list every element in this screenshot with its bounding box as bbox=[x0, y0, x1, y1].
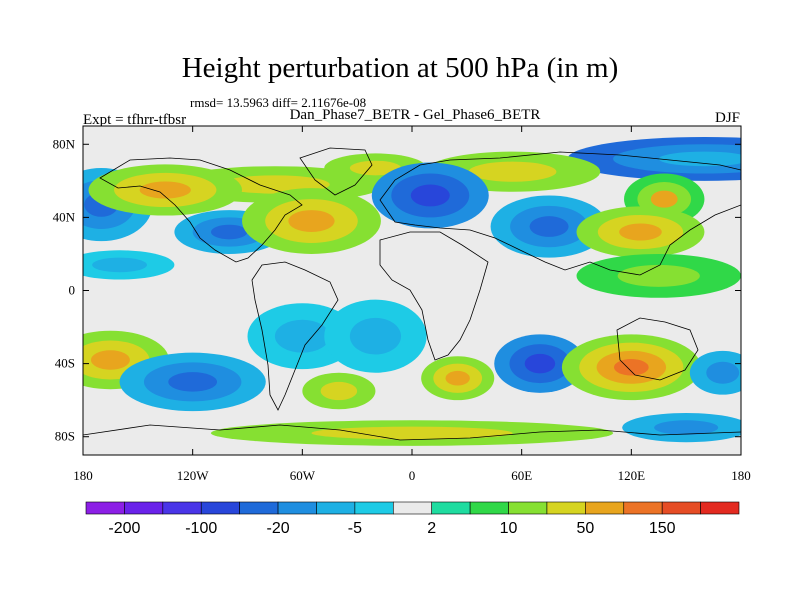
colorbar-swatch bbox=[623, 501, 663, 515]
contour-level bbox=[311, 426, 513, 440]
x-tick-label: 120E bbox=[618, 468, 646, 483]
y-tick-label: 80N bbox=[53, 136, 76, 151]
axis-ticks: 180 120W 60W 0 60E 120E 180 80N 40N 0 40S 80S bbox=[53, 126, 751, 483]
contour-level bbox=[706, 361, 740, 384]
eurasia-coastline bbox=[379, 151, 741, 276]
colorbar: -200 -100 -20 -5 2 10 50 150 bbox=[85, 501, 740, 537]
anomaly-region bbox=[371, 162, 489, 229]
colorbar-swatch bbox=[354, 501, 394, 515]
comparison-label: Dan_Phase7_BETR - Gel_Phase6_BETR bbox=[289, 107, 541, 123]
x-tick-label: 60W bbox=[290, 468, 316, 483]
rmsd-diff-stats: rmsd= 13.5963 diff= 2.11676e-08 bbox=[190, 95, 367, 110]
x-tick-label: 120W bbox=[177, 468, 210, 483]
colorbar-swatch bbox=[162, 501, 202, 515]
contour-field bbox=[83, 126, 741, 455]
coastlines bbox=[83, 147, 741, 441]
x-tick-label: 180 bbox=[731, 468, 751, 483]
contour-level bbox=[619, 223, 662, 241]
contour-level bbox=[524, 353, 556, 374]
anomaly-region bbox=[83, 250, 175, 280]
colorbar-label: -100 bbox=[185, 520, 217, 537]
anomaly-region bbox=[421, 356, 495, 401]
colorbar-swatch bbox=[316, 501, 356, 515]
colorbar-label: 10 bbox=[500, 520, 518, 537]
anomaly-region bbox=[324, 299, 427, 373]
contour-level bbox=[139, 181, 191, 199]
colorbar-label: 2 bbox=[427, 520, 436, 537]
colorbar-swatch bbox=[239, 501, 279, 515]
x-tick-label: 60E bbox=[511, 468, 532, 483]
contour-level bbox=[349, 160, 402, 176]
contour-level bbox=[468, 161, 557, 182]
x-tick-label: 180 bbox=[73, 468, 93, 483]
contour-level bbox=[658, 151, 741, 167]
y-tick-label: 40S bbox=[55, 356, 75, 371]
contour-level bbox=[349, 317, 402, 355]
colorbar-swatch bbox=[277, 501, 317, 515]
anomaly-region bbox=[622, 412, 741, 443]
south-america-coastline bbox=[251, 261, 339, 411]
africa-coastline bbox=[379, 231, 489, 361]
colorbar-swatch bbox=[546, 501, 586, 515]
colorbar-label: 150 bbox=[649, 520, 676, 537]
colorbar-swatch bbox=[508, 501, 548, 515]
anomaly-region bbox=[119, 352, 266, 412]
colorbar-swatch bbox=[431, 501, 471, 515]
colorbar-swatch bbox=[469, 501, 509, 515]
contour-level bbox=[168, 372, 218, 392]
experiment-label: Expt = tfhrr-tfbsr bbox=[83, 112, 187, 128]
anomaly-region bbox=[210, 420, 614, 446]
contour-level bbox=[650, 190, 678, 208]
australia-coastline bbox=[616, 317, 699, 381]
colorbar-label: -20 bbox=[266, 520, 289, 537]
colorbar-swatch bbox=[661, 501, 701, 515]
contour-level bbox=[210, 224, 248, 240]
colorbar-label: 50 bbox=[576, 520, 594, 537]
y-tick-label: 40N bbox=[53, 209, 76, 224]
chart-title: Height perturbation at 500 hPa (in m) bbox=[181, 52, 619, 84]
colorbar-label: -5 bbox=[348, 520, 362, 537]
x-tick-label: 0 bbox=[409, 468, 416, 483]
contour-level bbox=[654, 420, 719, 435]
colorbar-swatch bbox=[585, 501, 625, 515]
anomaly-region bbox=[302, 372, 376, 410]
contour-level bbox=[529, 216, 569, 237]
contour-level bbox=[613, 359, 649, 376]
contour-level bbox=[274, 319, 330, 353]
contour-level bbox=[617, 264, 700, 287]
contour-level bbox=[288, 210, 335, 233]
anomaly-region bbox=[494, 334, 586, 393]
contour-level bbox=[320, 381, 358, 401]
contour-level bbox=[92, 257, 147, 273]
greenland-coastline bbox=[299, 147, 373, 196]
season-label: DJF bbox=[714, 110, 740, 126]
anomaly-region bbox=[576, 253, 741, 298]
contour-level bbox=[90, 350, 130, 370]
contour-level bbox=[445, 370, 470, 386]
contour-level bbox=[410, 184, 450, 207]
y-tick-label: 0 bbox=[69, 283, 76, 298]
colorbar-swatch bbox=[700, 501, 740, 515]
anomaly-region bbox=[561, 334, 701, 401]
anomaly-region bbox=[242, 188, 381, 254]
colorbar-swatch bbox=[392, 501, 433, 515]
colorbar-swatch bbox=[200, 501, 240, 515]
anomaly-region bbox=[88, 164, 243, 216]
anomaly-region bbox=[689, 350, 741, 395]
antarctica-coastline bbox=[83, 424, 741, 441]
colorbar-swatch bbox=[124, 501, 164, 515]
colorbar-label: -200 bbox=[108, 520, 140, 537]
anomaly-region bbox=[576, 206, 705, 258]
y-tick-label: 80S bbox=[55, 429, 75, 444]
north-america-coastline bbox=[99, 157, 303, 263]
anomaly-region bbox=[490, 195, 608, 258]
anomaly-region bbox=[567, 136, 741, 181]
colorbar-swatch bbox=[85, 501, 125, 515]
